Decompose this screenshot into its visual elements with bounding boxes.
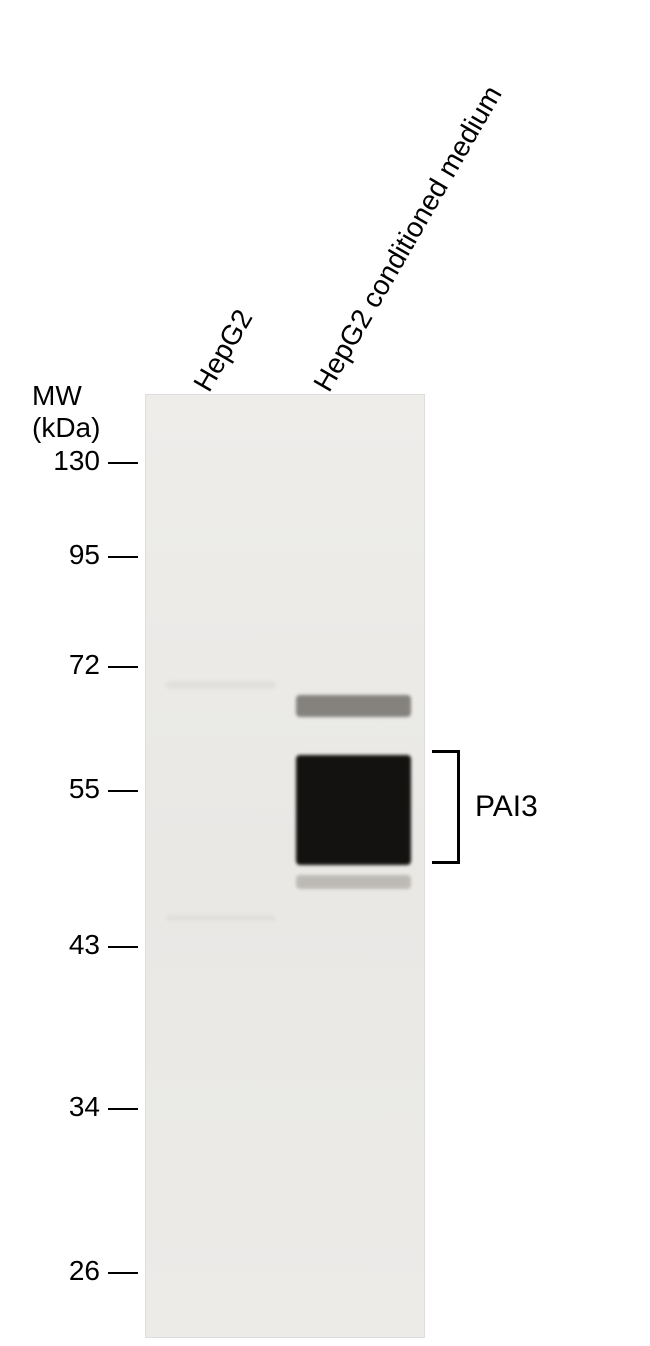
lane-1-band-1 bbox=[166, 681, 276, 689]
mw-tick-26: 26 bbox=[30, 1255, 100, 1287]
tick-dash-34 bbox=[108, 1108, 138, 1110]
lane-label-1: HepG2 bbox=[187, 304, 259, 397]
mw-tick-130: 130 bbox=[30, 445, 100, 477]
lane-1 bbox=[166, 395, 276, 1337]
mw-header-line1: MW bbox=[32, 380, 100, 412]
mw-tick-95: 95 bbox=[30, 539, 100, 571]
mw-header-line2: (kDa) bbox=[32, 412, 100, 444]
mw-tick-34: 34 bbox=[30, 1091, 100, 1123]
lane-label-2-text: HepG2 conditioned medium bbox=[307, 80, 507, 396]
mw-tick-72: 72 bbox=[30, 649, 100, 681]
mw-axis-header: MW (kDa) bbox=[32, 380, 100, 444]
lane-2-band-1 bbox=[296, 695, 411, 717]
tick-dash-55 bbox=[108, 790, 138, 792]
tick-dash-26 bbox=[108, 1272, 138, 1274]
tick-dash-72 bbox=[108, 666, 138, 668]
tick-dash-95 bbox=[108, 556, 138, 558]
lane-2-band-2 bbox=[296, 755, 411, 865]
band-bracket bbox=[432, 750, 460, 864]
lane-2-band-3 bbox=[296, 875, 411, 889]
tick-dash-43 bbox=[108, 946, 138, 948]
lane-label-1-text: HepG2 bbox=[187, 304, 258, 396]
mw-tick-43: 43 bbox=[30, 929, 100, 961]
lane-label-2: HepG2 conditioned medium bbox=[307, 80, 508, 397]
figure-container: HepG2 HepG2 conditioned medium MW (kDa) … bbox=[0, 0, 650, 1346]
blot-membrane bbox=[145, 394, 425, 1338]
lane-1-band-2 bbox=[166, 915, 276, 921]
protein-label-text: PAI3 bbox=[475, 790, 538, 823]
protein-label: PAI3 bbox=[475, 790, 538, 824]
mw-tick-55: 55 bbox=[30, 773, 100, 805]
tick-dash-130 bbox=[108, 462, 138, 464]
lane-2 bbox=[296, 395, 411, 1337]
